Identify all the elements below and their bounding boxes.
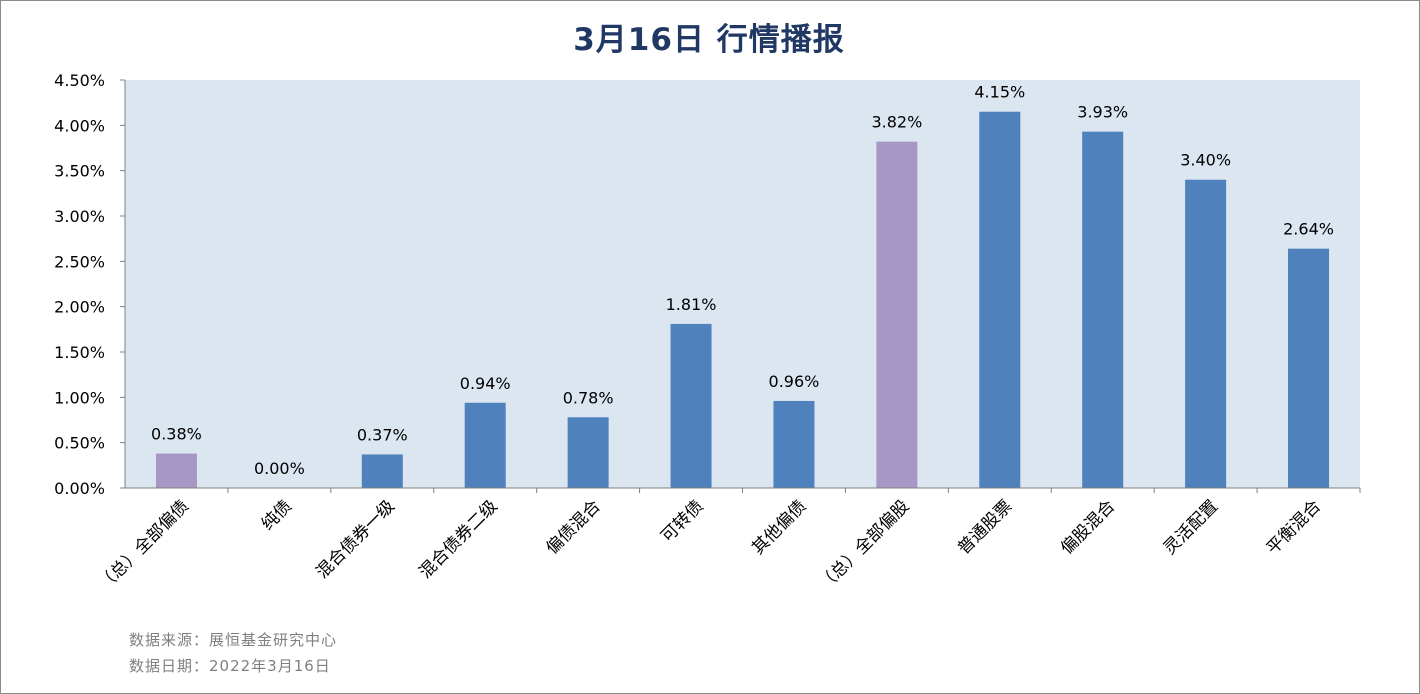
data-label: 3.40% bbox=[1180, 151, 1231, 170]
y-tick-label: 4.50% bbox=[54, 71, 105, 90]
data-label: 0.00% bbox=[254, 459, 305, 478]
bar bbox=[670, 323, 712, 488]
y-axis: 0.00% 0.50% 1.00% 1.50% 2.00% 2.50% 3.00% 3.50%… bbox=[54, 71, 125, 498]
data-label: 0.94% bbox=[460, 374, 511, 393]
data-label: 0.78% bbox=[563, 388, 614, 407]
x-axis: （总）全部偏债 纯债 混合债券一级 混合债券二级 偏债混合 可转债 其他偏债 （总）全部偏股普… bbox=[95, 488, 1361, 595]
category-label: （总）全部偏债 bbox=[95, 496, 193, 594]
category-label: 可转债 bbox=[657, 496, 707, 546]
category-label: 混合债券一级 bbox=[313, 496, 399, 582]
category-label: 偏债混合 bbox=[542, 496, 604, 558]
data-label: 2.64% bbox=[1283, 220, 1334, 239]
y-tick-label: 2.50% bbox=[54, 252, 105, 271]
y-tick-label: 1.00% bbox=[54, 388, 105, 407]
bar bbox=[464, 402, 506, 488]
chart-title: 3月16日 行情播报 bbox=[573, 22, 845, 58]
bar bbox=[979, 111, 1021, 488]
y-tick-label: 3.00% bbox=[54, 207, 105, 226]
y-tick-label: 4.00% bbox=[54, 116, 105, 135]
bar bbox=[567, 417, 609, 488]
category-label: （总）全部偏股 bbox=[815, 496, 913, 594]
y-tick-label: 1.50% bbox=[54, 343, 105, 362]
bar bbox=[361, 454, 403, 488]
bar-series bbox=[155, 111, 1330, 489]
category-label: 其他偏债 bbox=[748, 496, 810, 558]
data-label: 1.81% bbox=[666, 295, 717, 314]
data-label: 4.15% bbox=[974, 83, 1025, 102]
date-note: 数据日期：2022年3月16日 bbox=[129, 657, 331, 675]
data-label: 3.93% bbox=[1077, 103, 1128, 122]
bar bbox=[155, 453, 197, 488]
data-labels: 0.38% 0.00% 0.37% 0.94% 0.78% 1.81% 0.96% 3.82%… bbox=[151, 83, 1334, 478]
category-label: 混合债券二级 bbox=[415, 496, 501, 582]
plot-area bbox=[125, 80, 1360, 488]
y-tick-label: 0.50% bbox=[54, 434, 105, 453]
bar bbox=[1288, 248, 1330, 488]
data-label: 0.96% bbox=[769, 372, 820, 391]
data-label: 3.82% bbox=[871, 113, 922, 132]
data-label: 0.37% bbox=[357, 425, 408, 444]
category-label: 偏股混合 bbox=[1057, 496, 1119, 558]
bar bbox=[773, 400, 815, 488]
bar bbox=[1185, 179, 1227, 488]
category-label: 平衡混合 bbox=[1263, 496, 1325, 558]
y-tick-label: 2.00% bbox=[54, 298, 105, 317]
category-label: 普通股票 bbox=[954, 496, 1016, 558]
category-label: 纯债 bbox=[258, 496, 296, 534]
bar bbox=[1082, 131, 1124, 488]
category-label: 灵活配置 bbox=[1160, 496, 1222, 558]
data-label: 0.38% bbox=[151, 425, 202, 444]
y-tick-label: 0.00% bbox=[54, 479, 105, 498]
source-note: 数据来源：展恒基金研究中心 bbox=[129, 631, 338, 649]
y-tick-label: 3.50% bbox=[54, 162, 105, 181]
bar bbox=[876, 141, 918, 489]
